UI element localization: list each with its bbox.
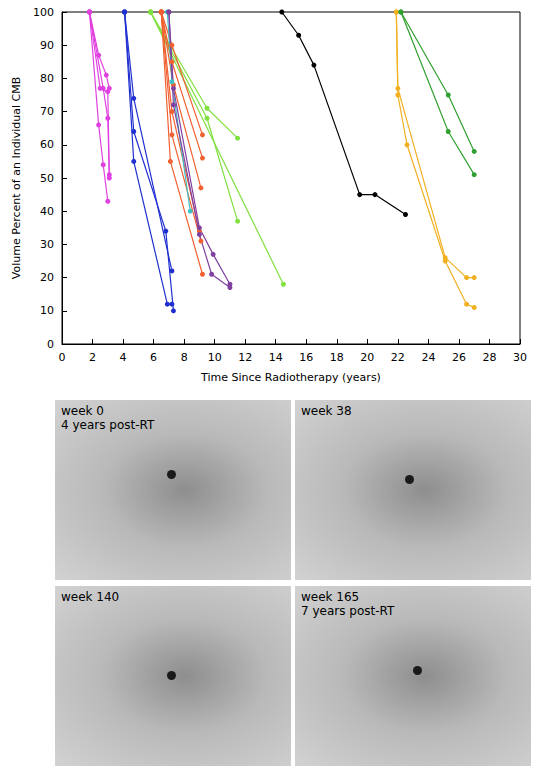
- svg-text:20: 20: [40, 271, 54, 284]
- svg-text:28: 28: [482, 351, 496, 364]
- svg-text:70: 70: [40, 105, 54, 118]
- svg-text:4: 4: [120, 351, 127, 364]
- svg-text:90: 90: [40, 39, 54, 52]
- html-text:week 165: week 165: [301, 590, 360, 604]
- html-text:4 years post-RT: 4 years post-RT: [61, 418, 155, 432]
- svg-text:22: 22: [391, 351, 405, 364]
- html-text:week 38: week 38: [301, 404, 352, 418]
- svg-text:14: 14: [269, 351, 283, 364]
- svg-text:0: 0: [47, 338, 54, 351]
- html-text:7 years post-RT: 7 years post-RT: [301, 604, 395, 618]
- svg-text:12: 12: [238, 351, 252, 364]
- svg-text:Time Since Radiotherapy (years: Time Since Radiotherapy (years): [200, 371, 381, 384]
- svg-text:26: 26: [452, 351, 466, 364]
- svg-text:80: 80: [40, 72, 54, 85]
- svg-text:20: 20: [360, 351, 374, 364]
- svg-text:Volume Percent of an Individua: Volume Percent of an Individual CMB: [10, 77, 23, 279]
- html-text:week 0: week 0: [61, 404, 104, 418]
- svg-text:100: 100: [33, 6, 54, 19]
- svg-text:18: 18: [330, 351, 344, 364]
- svg-text:40: 40: [40, 205, 54, 218]
- svg-text:60: 60: [40, 138, 54, 151]
- svg-text:10: 10: [208, 351, 222, 364]
- html-text:week 140: week 140: [61, 590, 120, 604]
- svg-text:50: 50: [40, 172, 54, 185]
- svg-text:30: 30: [513, 351, 527, 364]
- svg-text:10: 10: [40, 304, 54, 317]
- svg-text:6: 6: [150, 351, 157, 364]
- svg-text:8: 8: [181, 351, 188, 364]
- svg-text:24: 24: [421, 351, 435, 364]
- svg-text:0: 0: [59, 351, 66, 364]
- svg-text:2: 2: [89, 351, 96, 364]
- svg-text:30: 30: [40, 238, 54, 251]
- svg-text:16: 16: [299, 351, 313, 364]
